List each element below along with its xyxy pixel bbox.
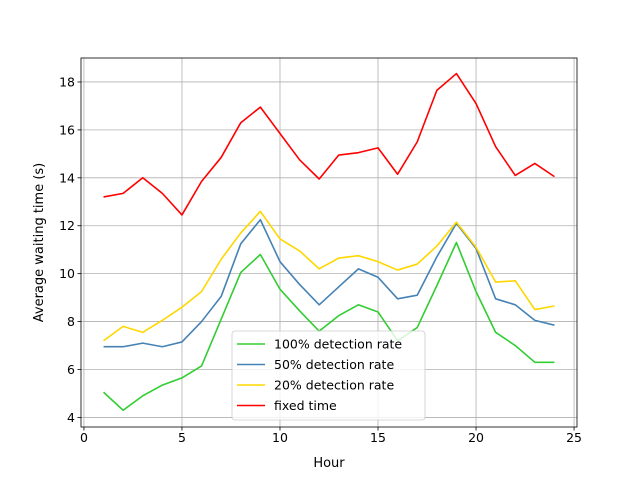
- y-tick-label: 14: [59, 170, 75, 185]
- legend: 100% detection rate 50% detection rate 20%…: [231, 330, 426, 421]
- x-tick-label: 25: [566, 430, 582, 445]
- grid: [81, 58, 577, 427]
- series-lines: [103, 72, 555, 412]
- y-tick-label: 8: [67, 314, 75, 329]
- series-line-2: [103, 210, 555, 342]
- plot-frame: [80, 57, 578, 428]
- y-tick-label: 4: [67, 410, 75, 425]
- legend-box: [231, 330, 426, 421]
- x-tick-label: 5: [178, 430, 186, 445]
- y-axis-ticks: 4 6 8 10 12 14 16 18: [59, 74, 81, 425]
- x-axis-ticks: 0 5 10 15 20 25: [80, 427, 582, 445]
- x-axis-label: Hour: [313, 456, 345, 471]
- series-line-0: [103, 241, 555, 412]
- legend-label: fixed time: [274, 398, 337, 413]
- y-tick-label: 6: [67, 362, 75, 377]
- series-line-1: [103, 218, 555, 348]
- x-tick-label: 15: [370, 430, 386, 445]
- legend-label: 50% detection rate: [274, 357, 394, 372]
- y-tick-label: 18: [59, 74, 75, 89]
- x-tick-label: 20: [468, 430, 484, 445]
- y-tick-label: 16: [59, 122, 75, 137]
- y-axis-label: Average waiting time (s): [32, 163, 47, 322]
- x-tick-label: 10: [272, 430, 288, 445]
- y-tick-label: 10: [59, 266, 75, 281]
- series-line-3: [103, 72, 555, 216]
- legend-label: 20% detection rate: [274, 378, 394, 393]
- legend-label: 100% detection rate: [274, 337, 402, 352]
- x-tick-label: 0: [80, 430, 88, 445]
- y-tick-label: 12: [59, 218, 75, 233]
